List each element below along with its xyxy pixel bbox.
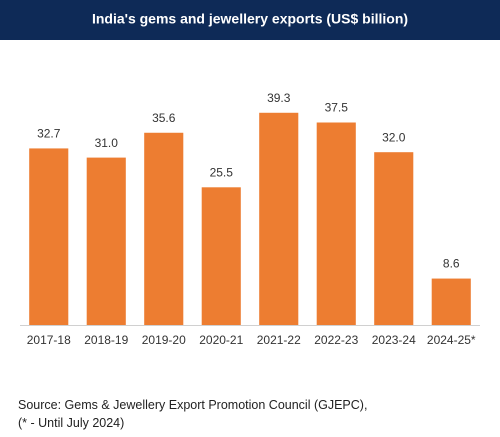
bar [144, 132, 184, 325]
data-label: 39.3 [267, 91, 291, 105]
bar [374, 152, 414, 325]
bar [201, 187, 241, 325]
bar [316, 122, 356, 325]
data-label: 31.0 [95, 136, 119, 150]
data-label: 35.6 [152, 111, 176, 125]
data-label: 32.7 [37, 127, 61, 141]
source-note: (* - Until July 2024) [18, 416, 124, 430]
x-tick-label: 2022-23 [314, 333, 358, 347]
bar [431, 278, 471, 325]
data-label: 8.6 [443, 257, 460, 271]
bar [259, 112, 299, 325]
title-banner [0, 0, 500, 40]
data-label: 32.0 [382, 130, 406, 144]
chart-title: India's gems and jewellery exports (US$ … [92, 11, 408, 27]
x-tick-label: 2024-25* [427, 333, 476, 347]
x-tick-label: 2023-24 [372, 333, 416, 347]
x-tick-label: 2018-19 [84, 333, 128, 347]
x-tick-label: 2017-18 [27, 333, 71, 347]
bar [29, 148, 69, 325]
x-tick-label: 2020-21 [199, 333, 243, 347]
x-tick-label: 2019-20 [142, 333, 186, 347]
x-tick-label: 2021-22 [257, 333, 301, 347]
bar [86, 157, 126, 325]
source-note: Source: Gems & Jewellery Export Promotio… [18, 398, 367, 412]
data-label: 25.5 [210, 165, 234, 179]
data-label: 37.5 [325, 101, 349, 115]
